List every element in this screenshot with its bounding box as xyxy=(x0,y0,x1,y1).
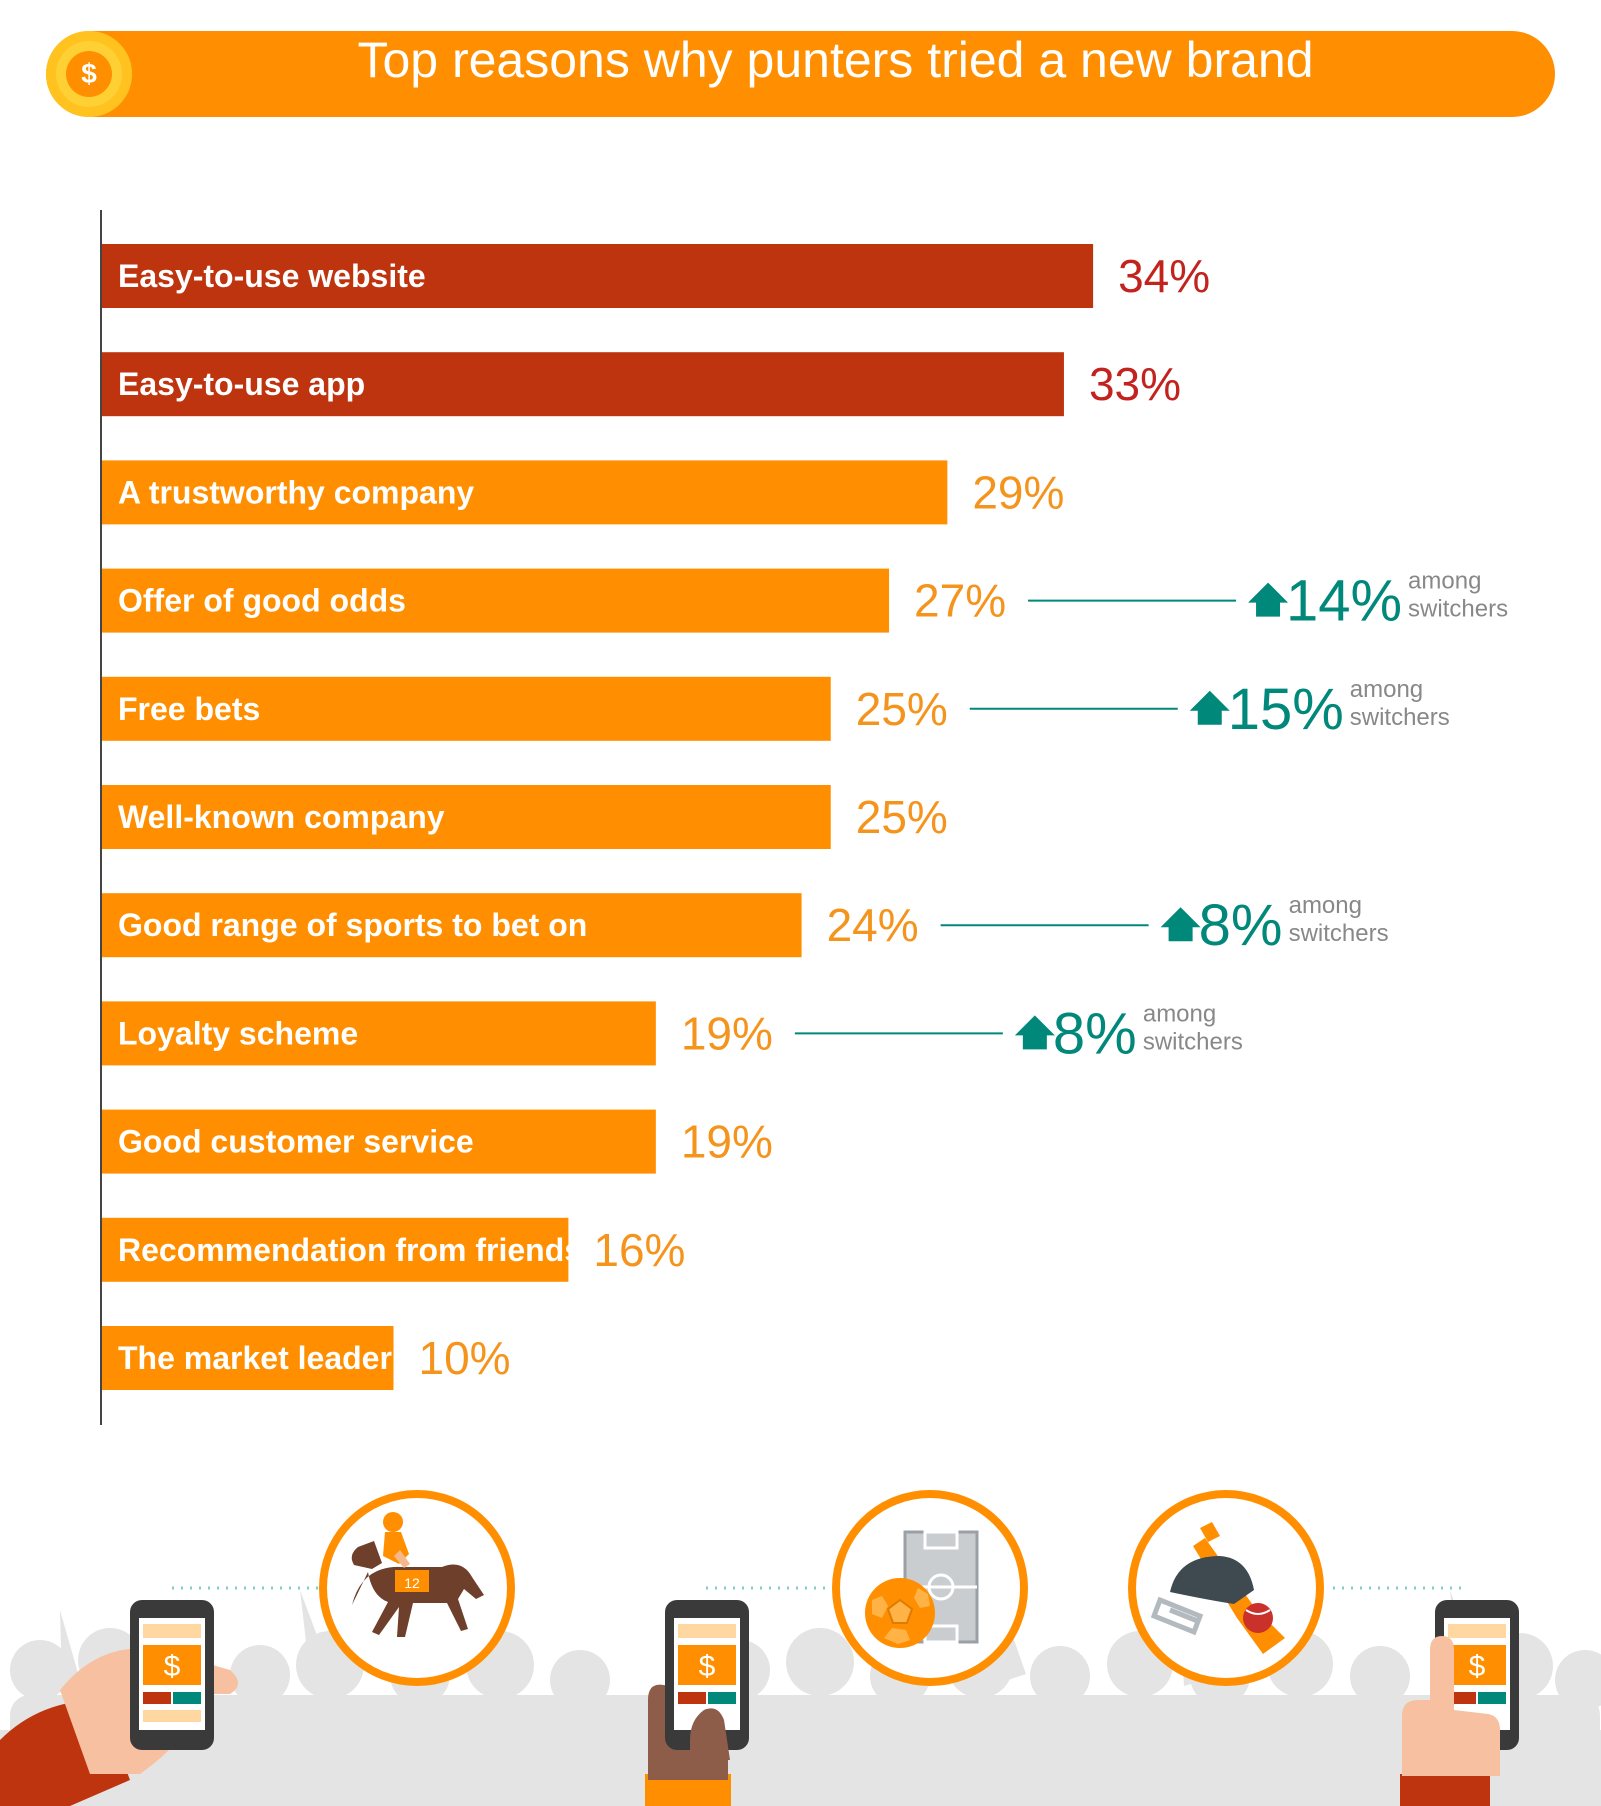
bar xyxy=(102,568,890,633)
up-arrow-icon xyxy=(1189,690,1230,725)
football-icon xyxy=(832,1490,1028,1686)
dollar-symbol: $ xyxy=(66,51,112,97)
value-label: 25% xyxy=(856,683,948,735)
switcher-note-line1: among xyxy=(1143,1000,1216,1027)
bar-label: A trustworthy company xyxy=(118,474,474,510)
bar-label: Loyalty scheme xyxy=(118,1015,358,1051)
bar-label: Good customer service xyxy=(118,1124,474,1160)
bar-label: The market leader xyxy=(118,1340,392,1376)
bar-chart: Easy-to-use website 34% Easy-to-use app 33%… xyxy=(100,210,1508,1425)
bar xyxy=(102,1109,656,1174)
bar xyxy=(102,1001,656,1066)
switcher-note-line2: switchers xyxy=(1408,596,1508,623)
switcher-value: 8% xyxy=(1199,893,1283,958)
bar-label: Good range of sports to bet on xyxy=(118,907,587,943)
bar xyxy=(102,893,802,958)
svg-text:$: $ xyxy=(1469,1650,1486,1683)
svg-text:12: 12 xyxy=(404,1575,420,1591)
bar-label: Easy-to-use app xyxy=(118,366,365,402)
value-label: 24% xyxy=(827,899,919,951)
horse-racing-icon: 12 xyxy=(319,1490,515,1686)
value-label: 25% xyxy=(856,791,948,843)
bar xyxy=(102,460,948,525)
sports-betting-illustration: 12 $ xyxy=(0,1490,1601,1806)
bar xyxy=(102,676,831,741)
bar-label: Well-known company xyxy=(118,799,445,835)
bar-label: Offer of good odds xyxy=(118,583,406,619)
value-label: 10% xyxy=(419,1332,511,1384)
value-label: 34% xyxy=(1118,250,1210,302)
bar-label: Easy-to-use website xyxy=(118,258,426,294)
title-banner: $ Top reasons why punters tried a new br… xyxy=(46,31,1555,117)
svg-text:$: $ xyxy=(699,1650,716,1683)
cricket-icon xyxy=(1128,1490,1324,1686)
up-arrow-icon xyxy=(1160,907,1201,942)
value-label: 29% xyxy=(972,466,1064,518)
page-title: Top reasons why punters tried a new bran… xyxy=(357,32,1314,88)
switcher-note-line1: among xyxy=(1350,676,1423,703)
value-label: 16% xyxy=(593,1224,685,1276)
bar-label: Free bets xyxy=(118,691,260,727)
coin-icon: $ xyxy=(46,31,132,117)
up-arrow-icon xyxy=(1248,582,1289,617)
switcher-note-line2: switchers xyxy=(1143,1028,1243,1055)
bar xyxy=(102,785,831,849)
switcher-note-line2: switchers xyxy=(1350,704,1450,731)
switcher-note-line1: among xyxy=(1289,892,1362,919)
value-label: 27% xyxy=(914,575,1006,627)
value-label: 33% xyxy=(1089,358,1181,410)
switcher-value: 15% xyxy=(1228,677,1344,742)
bar-label: Recommendation from friends xyxy=(118,1232,582,1268)
value-label: 19% xyxy=(681,1116,773,1168)
switcher-value: 14% xyxy=(1286,569,1402,634)
bar xyxy=(102,1217,569,1282)
switcher-note-line2: switchers xyxy=(1289,920,1389,947)
svg-text:$: $ xyxy=(164,1650,181,1683)
bar xyxy=(102,1326,394,1390)
up-arrow-icon xyxy=(1014,1015,1055,1050)
value-label: 19% xyxy=(681,1007,773,1059)
phone-betting-icon: $ xyxy=(0,1600,238,1806)
bar xyxy=(102,244,1094,308)
switcher-note-line1: among xyxy=(1408,568,1481,595)
crowd-silhouette xyxy=(0,1590,1601,1806)
switcher-value: 8% xyxy=(1053,1001,1137,1066)
phone-betting-icon-middle: $ xyxy=(645,1600,749,1806)
bar xyxy=(102,352,1064,417)
phone-betting-icon-right: $ xyxy=(1400,1600,1519,1806)
